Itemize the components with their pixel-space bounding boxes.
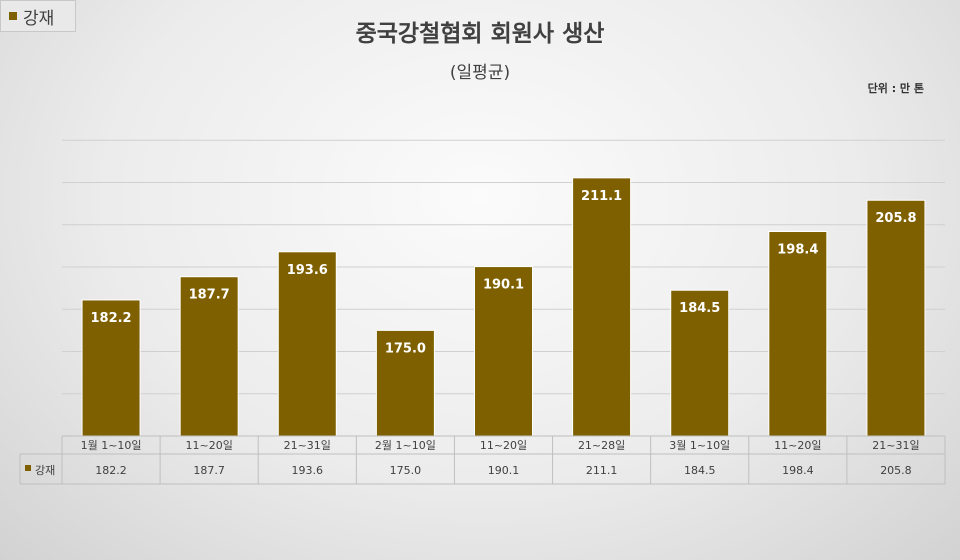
category-label: 1월 1~10일: [81, 438, 142, 452]
bar-value-label: 190.1: [483, 278, 524, 293]
legend-box: 강재: [0, 0, 76, 32]
chart-subtitle: (일평균): [449, 63, 511, 83]
bar-value-label: 184.5: [679, 301, 720, 316]
bar: [768, 231, 828, 437]
table-value-cell: 211.1: [586, 464, 618, 477]
category-label: 11~20일: [185, 438, 232, 452]
bar: [670, 289, 730, 437]
category-label: 21~31일: [284, 438, 331, 452]
category-label: 3월 1~10일: [669, 438, 730, 452]
category-label: 21~28일: [578, 438, 625, 452]
bar-value-label: 182.2: [90, 311, 131, 326]
category-label: 2월 1~10일: [375, 438, 436, 452]
bar: [866, 199, 926, 437]
bar-value-label: 205.8: [875, 211, 916, 226]
table-value-cell: 182.2: [95, 464, 127, 477]
table-value-cell: 205.8: [880, 464, 912, 477]
bar: [179, 276, 239, 437]
table-legend-swatch: [25, 465, 31, 471]
bar: [572, 177, 632, 437]
bar: [474, 266, 533, 437]
bar-value-label: 193.6: [287, 263, 328, 278]
table-value-cell: 198.4: [782, 464, 814, 477]
bar-value-label: 187.7: [189, 288, 230, 303]
bar-value-label: 211.1: [581, 189, 622, 204]
bar: [81, 299, 141, 437]
table-value-cell: 190.1: [488, 464, 520, 477]
legend-label: 강재: [23, 8, 55, 29]
bar-value-label: 198.4: [777, 243, 818, 258]
table-value-cell: 187.7: [193, 464, 225, 477]
category-label: 11~20일: [774, 438, 821, 452]
bar-value-label: 175.0: [385, 341, 426, 356]
category-label: 11~20일: [480, 438, 527, 452]
category-label: 21~31일: [872, 438, 919, 452]
legend-swatch: [9, 12, 17, 20]
bar: [277, 251, 337, 437]
table-series-label: 강재: [35, 464, 55, 477]
table-value-cell: 175.0: [390, 464, 422, 477]
table-value-cell: 193.6: [292, 464, 324, 477]
bar: [375, 329, 435, 437]
table-value-cell: 184.5: [684, 464, 716, 477]
chart-title: 중국강철협회 회원사 생산: [355, 21, 605, 47]
unit-label: 단위 : 만 톤: [867, 82, 924, 95]
